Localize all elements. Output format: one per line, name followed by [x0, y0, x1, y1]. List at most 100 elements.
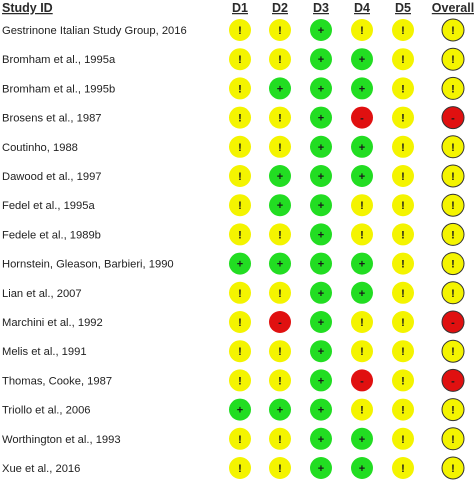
judgement-some-concerns-icon [269, 281, 291, 304]
judgement-high-icon [351, 106, 373, 129]
judgement-symbol: + [359, 434, 365, 446]
judgement-symbol: + [318, 171, 324, 183]
judgement-symbol: - [451, 375, 455, 387]
judgement-symbol: ! [451, 54, 455, 66]
judgement-symbol: + [318, 375, 324, 387]
judgement-some-concerns-icon [441, 222, 465, 246]
judgement-symbol: + [318, 200, 324, 212]
judgement-symbol: ! [360, 25, 364, 37]
judgement-symbol: ! [401, 434, 405, 446]
header-row: Study ID [2, 1, 53, 15]
study-label: Lian et al., 2007 [2, 288, 82, 300]
table-row: Coutinho, 1988!! + +!! [2, 135, 465, 159]
judgement-some-concerns-icon [392, 427, 414, 450]
study-label: Coutinho, 1988 [2, 142, 78, 154]
judgement-symbol: ! [451, 171, 455, 183]
judgement-symbol: ! [238, 346, 242, 358]
judgement-symbol: ! [238, 54, 242, 66]
judgement-symbol: ! [451, 142, 455, 154]
judgement-symbol: ! [278, 25, 282, 37]
judgement-symbol: ! [401, 83, 405, 95]
study-id-header: Study ID [2, 1, 53, 15]
study-rows: Gestrinone Italian Study Group, 2016!! +!… [2, 18, 465, 480]
judgement-symbol: ! [278, 288, 282, 300]
judgement-symbol: ! [401, 171, 405, 183]
judgement-some-concerns-icon [229, 77, 251, 100]
study-label: Fedele et al., 1989b [2, 229, 101, 241]
judgement-some-concerns-icon [441, 398, 465, 422]
judgement-low-icon [310, 369, 332, 392]
judgement-some-concerns-icon [441, 76, 465, 100]
judgement-symbol: + [237, 405, 243, 417]
judgement-symbol: ! [238, 113, 242, 125]
judgement-low-icon [351, 165, 373, 187]
judgement-symbol: - [451, 317, 455, 329]
judgement-some-concerns-icon [229, 165, 251, 187]
judgement-some-concerns-icon [229, 106, 251, 129]
table-row: Worthington et al., 1993!! + +!! [2, 427, 465, 451]
table-row: Marchini et al., 1992! - +!! - [2, 310, 465, 334]
judgement-some-concerns-icon [351, 194, 373, 217]
judgement-some-concerns-icon [351, 19, 373, 41]
judgement-symbol: - [278, 317, 282, 329]
study-label: Worthington et al., 1993 [2, 434, 121, 446]
judgement-low-icon [310, 77, 332, 100]
judgement-low-icon [351, 427, 373, 450]
judgement-low-icon [269, 398, 291, 421]
table-row: Brosens et al., 1987!! + -! - [2, 106, 465, 130]
judgement-symbol: + [359, 83, 365, 95]
judgement-low-icon [269, 252, 291, 275]
judgement-low-icon [351, 48, 373, 71]
judgement-symbol: ! [451, 200, 455, 212]
judgement-symbol: ! [451, 83, 455, 95]
judgement-symbol: ! [401, 288, 405, 300]
judgement-symbol: + [318, 25, 324, 37]
study-label: Dawood et al., 1997 [2, 171, 102, 183]
study-label: Marchini et al., 1992 [2, 317, 103, 329]
judgement-some-concerns-icon [269, 223, 291, 246]
judgement-high-icon [269, 311, 291, 333]
judgement-some-concerns-icon [441, 135, 465, 159]
judgement-some-concerns-icon [351, 340, 373, 363]
judgement-some-concerns-icon [392, 194, 414, 217]
judgement-some-concerns-icon [229, 223, 251, 246]
judgement-symbol: + [318, 434, 324, 446]
judgement-symbol: + [237, 259, 243, 271]
judgement-symbol: + [318, 113, 324, 125]
judgement-some-concerns-icon [392, 398, 414, 421]
study-label: Fedel et al., 1995a [2, 200, 95, 212]
judgement-low-icon [229, 398, 251, 421]
study-label: Gestrinone Italian Study Group, 2016 [2, 25, 187, 37]
judgement-some-concerns-icon [392, 369, 414, 392]
judgement-some-concerns-icon [392, 457, 414, 479]
judgement-symbol: - [360, 375, 364, 387]
judgement-some-concerns-icon [441, 164, 465, 188]
table-row: Bromham et al., 1995a!! + +!! [2, 47, 465, 71]
judgement-symbol: ! [451, 288, 455, 300]
judgement-high-icon [441, 310, 465, 334]
judgement-symbol: ! [401, 375, 405, 387]
judgement-low-icon [310, 135, 332, 158]
table-row: Fedel et al., 1995a! + +!!! [2, 193, 465, 217]
judgement-symbol: ! [238, 229, 242, 241]
judgement-symbol: ! [451, 463, 455, 475]
judgement-high-icon [351, 369, 373, 392]
study-label: Triollo et al., 2006 [2, 405, 91, 417]
judgement-symbol: ! [401, 200, 405, 212]
judgement-symbol: + [359, 288, 365, 300]
judgement-low-icon [310, 457, 332, 479]
judgement-some-concerns-icon [351, 311, 373, 333]
judgement-symbol: ! [451, 405, 455, 417]
judgement-some-concerns-icon [269, 427, 291, 450]
judgement-symbol: ! [401, 25, 405, 37]
judgement-some-concerns-icon [392, 77, 414, 100]
judgement-symbol: ! [238, 171, 242, 183]
judgement-high-icon [441, 368, 465, 392]
judgement-symbol: + [318, 229, 324, 241]
judgement-some-concerns-icon [441, 252, 465, 276]
judgement-some-concerns-icon [229, 311, 251, 333]
judgement-symbol: + [318, 405, 324, 417]
judgement-some-concerns-icon [392, 311, 414, 333]
judgement-some-concerns-icon [441, 456, 465, 480]
table-row: Fedele et al., 1989b!! +!!! [2, 222, 465, 246]
